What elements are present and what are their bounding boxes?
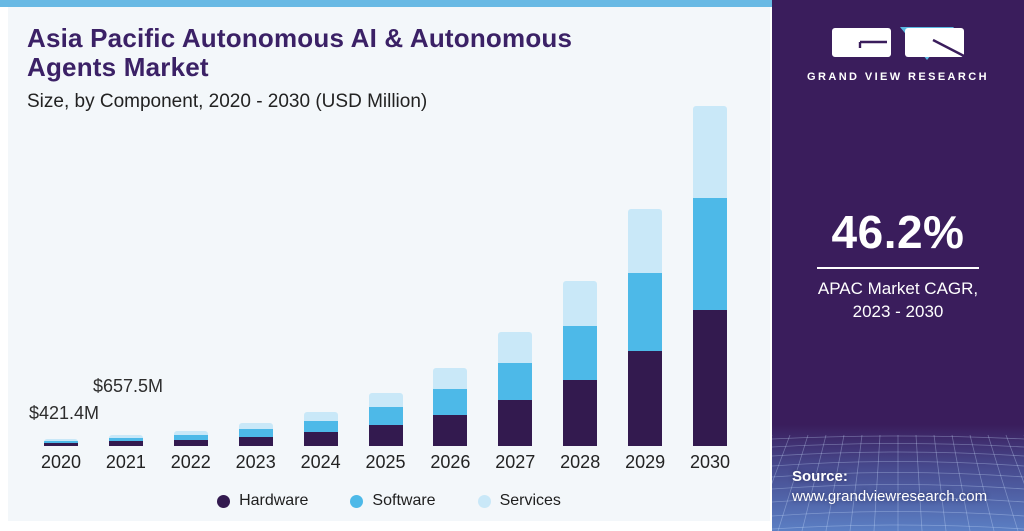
bar-2023 bbox=[238, 423, 273, 446]
stat-divider bbox=[817, 267, 979, 269]
bar-2028 bbox=[563, 281, 598, 446]
chart-title-line1: Asia Pacific Autonomous AI & Autonomous bbox=[27, 23, 573, 53]
bar-2028-segment-hardware bbox=[563, 380, 598, 446]
bar-2025 bbox=[368, 392, 403, 446]
chart-title: Asia Pacific Autonomous AI & Autonomous … bbox=[27, 23, 747, 83]
cagr-caption-line1: APAC Market CAGR, bbox=[817, 279, 979, 298]
x-axis-label-2027: 2027 bbox=[495, 452, 536, 472]
gvr-logo: GRAND VIEW RESEARCH bbox=[772, 22, 1024, 83]
bar-2020 bbox=[44, 438, 78, 446]
legend-label-services: Services bbox=[499, 492, 561, 509]
cagr-value: 46.2% bbox=[831, 206, 965, 258]
bar-2025-segment-hardware bbox=[368, 424, 403, 446]
bar-2021-segment-software bbox=[108, 437, 143, 442]
bar-2026-segment-services bbox=[433, 368, 468, 390]
bar-2020-segment-hardware bbox=[44, 443, 78, 446]
top-accent-strip bbox=[0, 0, 772, 7]
bar-2029-segment-services bbox=[628, 209, 663, 274]
bar-2024-segment-hardware bbox=[303, 432, 338, 446]
bar-2022-segment-hardware bbox=[173, 439, 208, 446]
bar-2030-segment-services bbox=[693, 106, 727, 198]
gvr-logo-text: GRAND VIEW RESEARCH bbox=[807, 71, 989, 83]
legend-label-hardware: Hardware bbox=[239, 492, 309, 509]
plot-area: 2020 2021 2022 2023 2024 2025 2026 2027 2028 2029… bbox=[8, 7, 770, 521]
bar-2021-segment-services bbox=[108, 434, 143, 438]
cagr-caption-line2: 2023 - 2030 bbox=[852, 301, 944, 321]
bar-2024 bbox=[303, 412, 338, 446]
bar-2023-segment-services bbox=[238, 423, 273, 430]
bar-2025-segment-software bbox=[368, 407, 403, 425]
bar-2029-segment-hardware bbox=[628, 351, 663, 446]
x-axis-label-2026: 2026 bbox=[430, 452, 471, 472]
mesh-decoration bbox=[772, 425, 1024, 531]
bar-2027 bbox=[498, 331, 533, 446]
source-block: Source: www.grandviewresearch.com bbox=[792, 468, 987, 505]
legend-dot-hardware bbox=[217, 494, 231, 508]
bar-2024-segment-services bbox=[303, 412, 338, 422]
x-axis-label-2025: 2025 bbox=[365, 452, 406, 472]
legend-item-software: Software bbox=[350, 492, 436, 510]
bar-2022-segment-software bbox=[173, 434, 208, 440]
bar-2030-segment-software bbox=[693, 197, 727, 310]
chart-subtitle: Size, by Component, 2020 - 2030 (USD Mil… bbox=[27, 91, 428, 112]
chart-legend: Hardware Software Services bbox=[8, 492, 770, 510]
brand-panel: GRAND VIEW RESEARCH 46.2% APAC Market CA… bbox=[772, 0, 1024, 531]
legend-item-hardware: Hardware bbox=[217, 492, 308, 510]
bar-2029-segment-software bbox=[628, 273, 663, 352]
gvr-logo-icon bbox=[832, 27, 965, 60]
legend-item-services: Services bbox=[477, 492, 561, 510]
source-label: Source: bbox=[792, 468, 848, 485]
x-axis-label-2024: 2024 bbox=[300, 452, 341, 472]
x-axis-label-2030: 2030 bbox=[689, 452, 731, 472]
chart-panel: Asia Pacific Autonomous AI & Autonomous … bbox=[8, 7, 770, 521]
bar-2021 bbox=[108, 434, 143, 446]
bar-2026-segment-hardware bbox=[433, 414, 468, 446]
cagr-stat: 46.2% APAC Market CAGR, 2023 - 2030 bbox=[772, 205, 1024, 324]
x-axis-label-2029: 2029 bbox=[625, 452, 666, 472]
bar-2020-segment-services bbox=[44, 438, 78, 441]
source-url-link[interactable]: www.grandviewresearch.com bbox=[792, 488, 988, 505]
bar-2020-segment-software bbox=[44, 440, 78, 444]
x-axis-label-2020: 2020 bbox=[40, 452, 82, 472]
legend-dot-software bbox=[350, 494, 364, 508]
bar-2022 bbox=[173, 430, 208, 447]
bar-2023-segment-hardware bbox=[238, 436, 273, 446]
bar-2024-segment-software bbox=[303, 421, 338, 433]
bar-2030 bbox=[693, 106, 727, 446]
bar-2028-segment-software bbox=[563, 325, 598, 381]
cagr-caption: APAC Market CAGR, 2023 - 2030 bbox=[772, 278, 1024, 324]
bar-2025-segment-services bbox=[368, 392, 403, 408]
chart-title-line2: Agents Market bbox=[27, 52, 209, 83]
bar-2026 bbox=[433, 368, 468, 446]
bar-2027-segment-software bbox=[498, 362, 533, 401]
bar-2027-segment-services bbox=[498, 331, 533, 363]
bar-2028-segment-services bbox=[563, 281, 598, 326]
bar-2026-segment-software bbox=[433, 389, 468, 415]
x-axis-label-2022: 2022 bbox=[170, 452, 211, 472]
legend-dot-services bbox=[477, 494, 491, 508]
x-axis-label-2028: 2028 bbox=[560, 452, 601, 472]
x-axis-label-2023: 2023 bbox=[235, 452, 276, 472]
bar-2021-segment-hardware bbox=[108, 441, 143, 446]
x-axis-label-2021: 2021 bbox=[105, 452, 146, 472]
legend-label-software: Software bbox=[372, 492, 436, 509]
bar-2023-segment-software bbox=[238, 429, 273, 437]
bar-2027-segment-hardware bbox=[498, 400, 533, 446]
data-label-2021: $657.5M bbox=[92, 376, 164, 396]
bar-2030-segment-hardware bbox=[693, 309, 727, 446]
bar-2022-segment-services bbox=[173, 430, 208, 435]
data-label-2020: $421.4M bbox=[28, 403, 100, 423]
bar-2029 bbox=[628, 209, 663, 446]
